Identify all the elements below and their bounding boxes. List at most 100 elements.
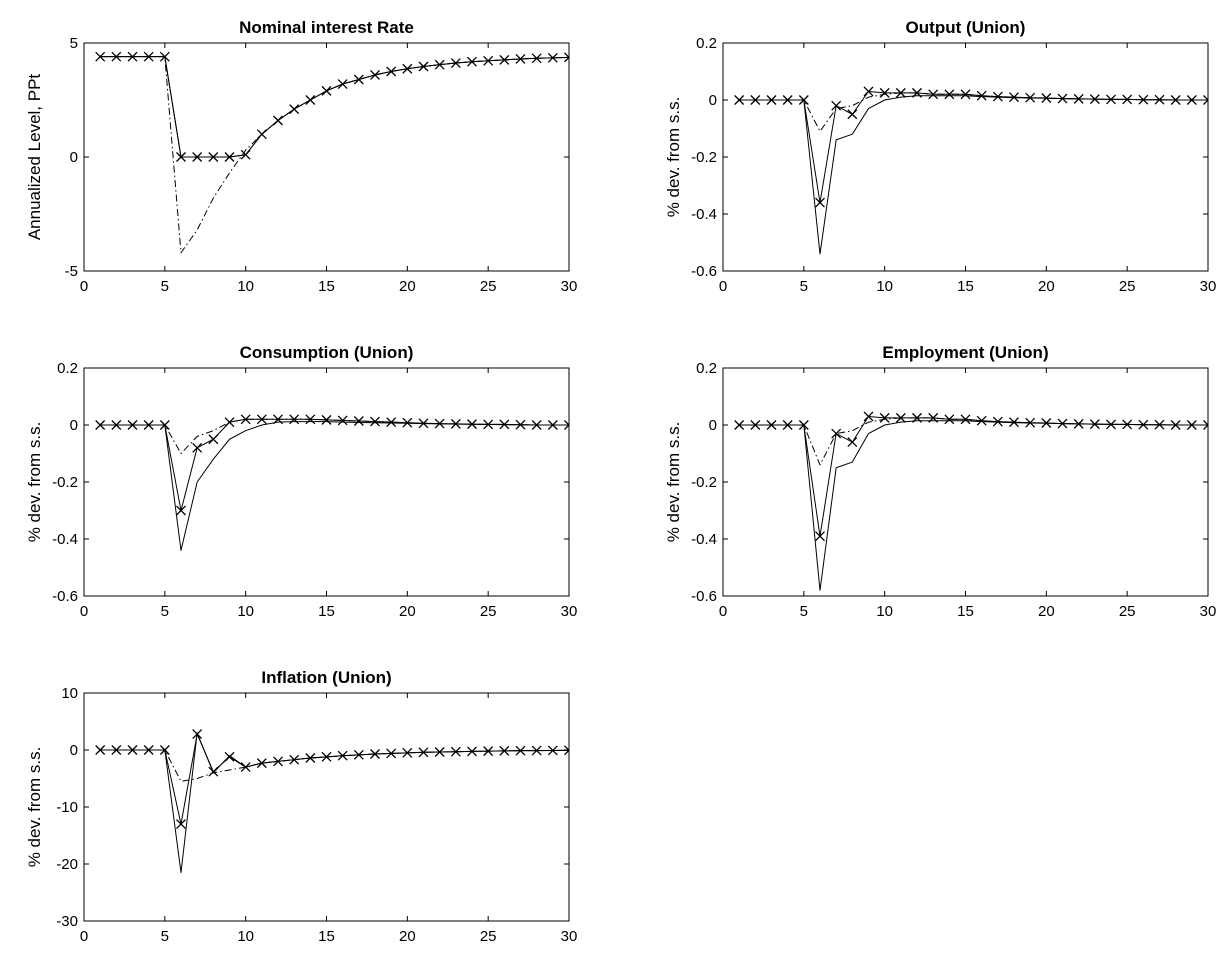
series-line xyxy=(100,56,569,158)
x-marker xyxy=(386,748,397,759)
x-tick-label: 5 xyxy=(800,278,808,295)
x-marker xyxy=(370,416,380,427)
x-marker xyxy=(912,412,922,423)
x-marker xyxy=(1041,93,1052,103)
x-tick-label: 0 xyxy=(80,278,88,295)
x-marker xyxy=(240,149,251,160)
subplot: Output (Union) % dev. from s.s. 0 5 10 15 20 25… xyxy=(664,18,1216,295)
x-marker xyxy=(95,420,106,430)
x-tick-label: 25 xyxy=(480,278,497,295)
x-tick-label: 5 xyxy=(161,603,169,620)
y-tick-label: 0.2 xyxy=(696,360,717,377)
x-marker xyxy=(734,95,745,105)
y-tick-label: -0.6 xyxy=(52,588,78,605)
subplot-title: Output (Union) xyxy=(906,18,1026,37)
x-marker xyxy=(1089,419,1100,430)
x-marker xyxy=(879,87,890,98)
x-marker xyxy=(531,745,542,756)
x-marker xyxy=(831,428,842,439)
x-tick-label: 15 xyxy=(957,278,974,295)
y-tick-label: -30 xyxy=(56,913,78,930)
x-marker xyxy=(515,745,526,756)
y-axis-label: % dev. from s.s. xyxy=(664,97,683,218)
x-marker xyxy=(1186,420,1197,430)
series-line xyxy=(739,92,1208,132)
x-marker xyxy=(224,751,235,762)
y-tick-label: -0.2 xyxy=(52,474,78,491)
x-marker xyxy=(815,531,825,542)
x-marker xyxy=(240,414,251,425)
subplot: Nominal interest Rate Annualized Level, P… xyxy=(25,18,577,295)
y-tick-label: 0 xyxy=(70,417,78,434)
x-marker xyxy=(1106,94,1116,105)
x-marker xyxy=(305,753,316,763)
x-marker xyxy=(370,69,380,80)
x-marker xyxy=(1057,418,1068,429)
x-marker xyxy=(515,419,526,430)
subplot: Inflation (Union) % dev. from s.s. 0 5 10 15 2… xyxy=(25,668,577,945)
x-marker xyxy=(847,109,858,120)
x-tick-label: 0 xyxy=(719,603,727,620)
x-marker xyxy=(321,414,332,425)
x-marker xyxy=(483,419,494,430)
y-tick-label: -5 xyxy=(65,263,78,280)
x-tick-label: 25 xyxy=(480,603,497,620)
x-tick-label: 5 xyxy=(161,278,169,295)
x-marker xyxy=(831,100,842,111)
series-line xyxy=(739,417,1208,466)
y-axis-label: % dev. from s.s. xyxy=(25,422,44,543)
x-marker xyxy=(467,419,477,430)
series-line xyxy=(100,418,569,454)
x-marker xyxy=(1057,93,1068,104)
x-marker xyxy=(879,412,890,423)
x-marker xyxy=(289,104,300,115)
y-tick-label: 10 xyxy=(61,685,78,702)
y-tick-label: 0 xyxy=(709,417,717,434)
x-marker xyxy=(337,79,348,89)
subplot-title: Consumption (Union) xyxy=(240,343,414,362)
x-marker xyxy=(402,747,413,758)
x-tick-label: 20 xyxy=(399,278,416,295)
x-marker xyxy=(847,437,858,448)
x-tick-label: 5 xyxy=(800,603,808,620)
x-marker xyxy=(944,89,955,100)
x-marker xyxy=(192,442,203,453)
x-marker xyxy=(944,414,955,425)
subplot-title: Nominal interest Rate xyxy=(239,18,414,37)
x-marker xyxy=(224,152,235,162)
x-tick-label: 20 xyxy=(1038,603,1055,620)
x-tick-label: 10 xyxy=(237,603,254,620)
x-tick-label: 30 xyxy=(561,928,578,945)
y-tick-label: 0.2 xyxy=(57,360,78,377)
x-marker xyxy=(95,51,106,62)
series-group xyxy=(734,86,1208,255)
y-tick-label: -0.6 xyxy=(691,263,717,280)
x-tick-label: 15 xyxy=(318,278,335,295)
y-tick-label: -0.6 xyxy=(691,588,717,605)
y-axis-label: % dev. from s.s. xyxy=(25,747,44,868)
subplot: Employment (Union) % dev. from s.s. 0 5 10 15… xyxy=(664,343,1216,620)
x-marker xyxy=(208,766,219,777)
x-tick-label: 15 xyxy=(318,928,335,945)
x-tick-label: 30 xyxy=(561,278,578,295)
x-tick-label: 20 xyxy=(1038,278,1055,295)
x-tick-label: 15 xyxy=(318,603,335,620)
x-marker xyxy=(418,747,429,758)
series-group xyxy=(95,729,569,874)
x-tick-label: 25 xyxy=(480,928,497,945)
y-tick-label: -0.2 xyxy=(691,474,717,491)
series-group xyxy=(95,51,569,254)
x-marker xyxy=(208,434,219,445)
x-marker xyxy=(863,86,874,97)
x-tick-label: 20 xyxy=(399,603,416,620)
x-marker xyxy=(815,197,825,208)
x-tick-label: 25 xyxy=(1119,603,1136,620)
x-tick-label: 15 xyxy=(957,603,974,620)
x-marker xyxy=(912,87,922,98)
y-tick-label: -0.4 xyxy=(691,531,717,548)
x-marker xyxy=(192,729,203,739)
x-marker xyxy=(176,505,186,516)
x-marker xyxy=(895,412,906,423)
